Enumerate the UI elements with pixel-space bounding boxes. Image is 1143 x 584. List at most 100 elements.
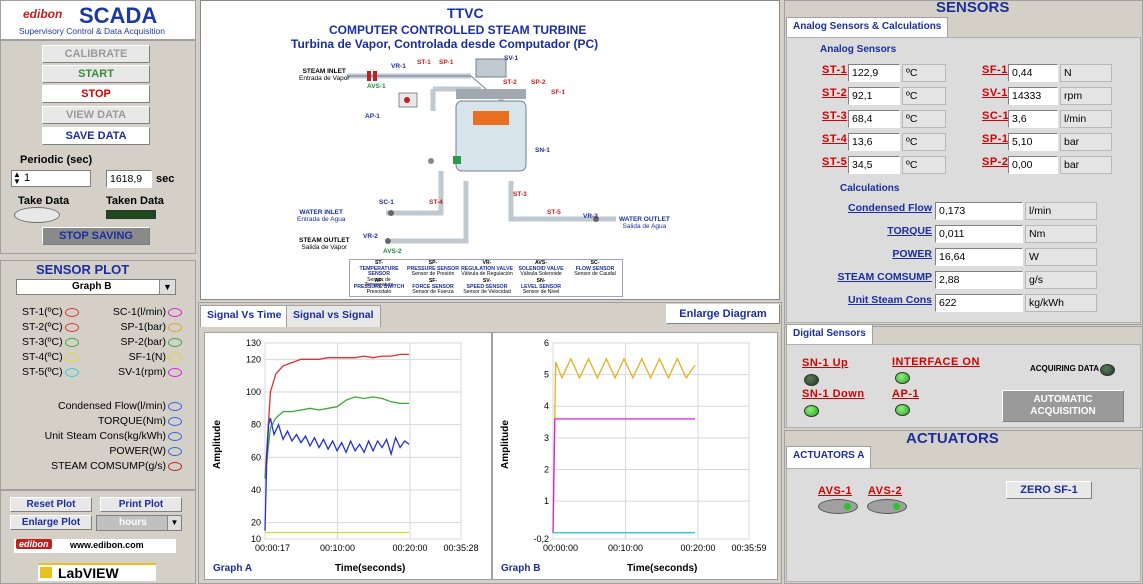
plot-legend-item[interactable]: Condensed Flow(l/min) [20,400,182,412]
plot-legend-item[interactable]: SF-1(N) [100,351,182,363]
plot-legend-item[interactable]: ST-3(ºC) [22,336,79,348]
legend-code: AP- [374,278,384,284]
periodic-value: 1 [24,172,31,184]
plot-legend-swatch[interactable] [64,352,79,362]
actuators-title: ACTUATORS [906,430,999,447]
avs2-toggle[interactable] [867,499,907,514]
plot-legend-swatch[interactable] [168,461,182,471]
take-data-button[interactable] [14,207,60,223]
plot-legend-swatch[interactable] [64,322,79,332]
tag-st2: ST-2 [503,79,517,86]
tab-signal-vs-signal[interactable]: Signal vs Signal [286,305,381,327]
tab-digital-sensors[interactable]: Digital Sensors [786,324,873,344]
reset-plot-button[interactable]: Reset Plot [10,497,92,512]
tag-sc1: SC-1 [379,199,394,206]
calculation-label: STEAM COMSUMP [837,271,933,283]
labview-banner: LabVIEW [38,563,156,581]
interface-on-label: INTERFACE ON [892,356,980,368]
stepper-arrows-icon[interactable]: ▲ ▼ [13,170,21,186]
print-plot-button[interactable]: Print Plot [100,497,182,512]
plot-legend-swatch[interactable] [64,337,79,347]
view-data-button[interactable]: VIEW DATA [42,106,150,124]
plot-legend-label: Unit Steam Cons(kg/kWh) [44,430,166,442]
plot-legend-item[interactable]: ST-4(ºC) [22,351,79,363]
y-tick-label: 80 [251,420,261,430]
y-tick-label: 10 [251,534,261,544]
chevron-down-icon[interactable]: ▼ [159,280,175,294]
legend-name-es: Sensor de Velocidad [463,289,511,296]
plot-legend-item[interactable]: STEAM COMSUMP(g/s) [20,460,182,472]
plot-legend-swatch[interactable] [168,337,182,347]
taken-data-label: Taken Data [106,195,164,207]
plot-legend-swatch[interactable] [168,401,182,411]
calculation-unit: W [1025,248,1097,266]
tab-actuators-a[interactable]: ACTUATORS A [786,446,872,468]
sensor-unit: ºC [902,156,946,174]
graph-b-chart: -0,2 1 2 3 4 5 6 00:00:00 00:10:00 00:20:00 00:35:… [533,338,766,553]
diagram-legend-item: AP- PRESSURE SWITCH Presostato [352,278,406,296]
acquiring-data-label: ACQUIRING DATA [1030,364,1100,373]
plot-legend-item[interactable]: SP-1(bar) [100,321,182,333]
plot-legend-item[interactable]: Unit Steam Cons(kg/kWh) [20,430,182,442]
plot-legend-label: POWER(W) [109,445,166,457]
plot-legend-label: SV-1(rpm) [118,366,166,378]
calculation-value: 622 [935,294,1023,312]
tab-signal-vs-time[interactable]: Signal Vs Time [200,305,289,327]
plot-legend-swatch[interactable] [168,416,182,426]
enlarge-diagram-button[interactable]: Enlarge Diagram [666,304,780,324]
plot-legend-item[interactable]: ST-2(ºC) [22,321,79,333]
tag-st3: ST-3 [513,191,527,198]
chevron-down-icon[interactable]: ▼ [167,516,181,530]
enlarge-plot-button[interactable]: Enlarge Plot [10,515,92,530]
plot-legend-item[interactable]: TORQUE(Nm) [20,415,182,427]
legend-code: SC- [590,260,600,266]
graph-a-chart: 10 20 40 60 80 100 120 130 00:00:17 00:10:00 00:20… [246,338,479,553]
plot-legend-swatch[interactable] [168,307,182,317]
tag-st1: ST-1 [417,59,431,66]
plot-legend-item[interactable]: POWER(W) [20,445,182,457]
start-button[interactable]: START [42,65,150,83]
legend-name-es: Válvula de Regulación [461,271,513,278]
sensor-tag: SV-1 [982,87,1008,99]
graph-select[interactable]: Graph B ▼ [16,279,176,295]
automatic-acquisition-button[interactable]: AUTOMATIC ACQUISITION [1002,390,1124,422]
save-data-button[interactable]: SAVE DATA [42,127,150,145]
plot-legend-swatch[interactable] [64,307,79,317]
periodic-stepper[interactable]: ▲ ▼ 1 [11,170,91,187]
plot-legend-swatch[interactable] [168,322,182,332]
plot-legend-swatch[interactable] [168,352,182,362]
avs1-toggle[interactable] [818,499,858,514]
plot-legend-swatch[interactable] [168,431,182,441]
plot-legend-item[interactable]: SP-2(bar) [100,336,182,348]
plot-legend-item[interactable]: SV-1(rpm) [100,366,182,378]
ap1-label: AP-1 [892,388,920,400]
stop-button[interactable]: STOP [42,85,150,103]
tab-analog-sensors[interactable]: Analog Sensors & Calculations [786,17,949,37]
sensor-unit: ºC [902,87,946,105]
plot-legend-item[interactable]: SC-1(l/min) [100,306,182,318]
x-tick-label: 00:20:00 [681,543,716,553]
graph-b-label: Graph B [501,563,541,574]
sensor-tag: SP-1 [982,133,1009,145]
plot-legend-item[interactable]: ST-1(ºC) [22,306,79,318]
calculation-label: Unit Steam Cons [847,294,932,306]
calculation-value: 0,011 [935,225,1023,243]
plot-legend-swatch[interactable] [64,367,79,377]
time-units-select[interactable]: hours ▼ [96,515,182,531]
sensor-unit: ºC [902,133,946,151]
plot-legend-item[interactable]: ST-5(ºC) [22,366,79,378]
sensor-tag: ST-3 [822,110,848,122]
plot-legend-label: SC-1(l/min) [112,306,166,318]
stop-saving-button[interactable]: STOP SAVING [42,227,150,245]
calibrate-button[interactable]: CALIBRATE [42,45,150,63]
y-tick-label: 3 [544,433,549,443]
scada-subtitle: Supervisory Control & Data Acquisition [19,26,165,36]
plot-legend-swatch[interactable] [168,446,182,456]
plot-legend-label: ST-1(ºC) [22,306,63,318]
tag-st5: ST-5 [547,209,561,216]
diagram-legend-item: SN- LEVEL SENSOR Sensor de Nivel [514,278,568,296]
sensor-tag: SC-1 [982,110,1010,122]
zero-sf1-button[interactable]: ZERO SF-1 [1006,481,1092,499]
plot-legend-swatch[interactable] [168,367,182,377]
sensor-unit: rpm [1060,87,1112,105]
